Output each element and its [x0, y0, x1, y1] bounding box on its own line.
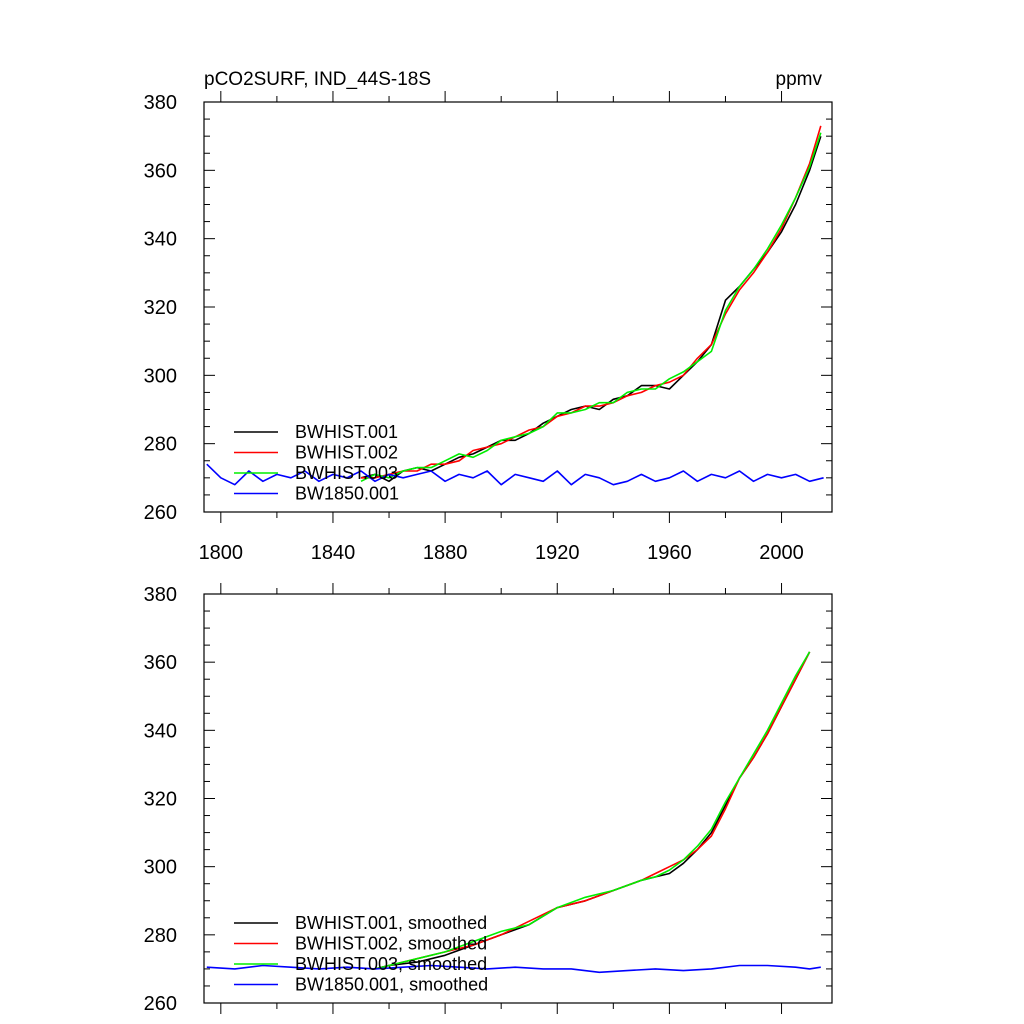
y-tick-label: 280	[144, 925, 177, 947]
units-label: ppmv	[776, 69, 823, 90]
y-tick-label: 300	[144, 857, 177, 879]
y-tick-label: 340	[144, 720, 177, 742]
x-tick-label: 1800	[199, 542, 244, 564]
series-group	[206, 651, 821, 974]
legend-label-1: BWHIST.001, smoothed	[295, 913, 487, 933]
y-tick-label: 380	[144, 584, 177, 606]
legend-label-3: BWHIST.003	[295, 463, 398, 483]
x-tick-label: 1880	[423, 542, 468, 564]
x-tick-label: 1960	[647, 542, 692, 564]
y-tick-label: 340	[144, 229, 177, 251]
legend-label-2: BWHIST.002, smoothed	[295, 934, 487, 954]
y-tick-label: 260	[144, 993, 177, 1015]
x-tick-label: 2000	[759, 542, 804, 564]
x-tick-label: 1840	[311, 542, 356, 564]
y-tick-label: 360	[144, 160, 177, 182]
legend-label-4: BW1850.001, smoothed	[295, 975, 488, 995]
series-line-3	[360, 132, 822, 483]
y-tick-label: 280	[144, 434, 177, 456]
bottom-panel: 260 280 300 320 340 360 380 BWHIST.001, smoothe…	[144, 583, 833, 1015]
x-tick-label: 1920	[535, 542, 580, 564]
legend-label-3: BWHIST.003, smoothed	[295, 954, 487, 974]
series-line-3	[374, 651, 811, 970]
legend-label-4: BW1850.001	[295, 484, 399, 504]
series-line-1	[360, 135, 822, 483]
series-line-4	[206, 964, 821, 974]
y-tick-label: 380	[144, 92, 177, 114]
y-tick-label: 320	[144, 789, 177, 811]
series-line-2	[361, 125, 822, 479]
chart-title: pCO2SURF, IND_44S-18S	[204, 69, 431, 90]
legend-label-1: BWHIST.001	[295, 422, 398, 442]
legend-label-2: BWHIST.002	[295, 443, 398, 463]
y-tick-label: 300	[144, 365, 177, 387]
y-tick-label: 360	[144, 652, 177, 674]
series-line-4	[206, 463, 824, 486]
series-line-2	[374, 651, 811, 970]
y-tick-label: 260	[144, 502, 177, 524]
y-tick-label: 320	[144, 297, 177, 319]
series-group	[206, 125, 824, 486]
top-panel: 260 280 300 320 340 360 380 1800 1840 1880 1920 196…	[144, 69, 833, 564]
